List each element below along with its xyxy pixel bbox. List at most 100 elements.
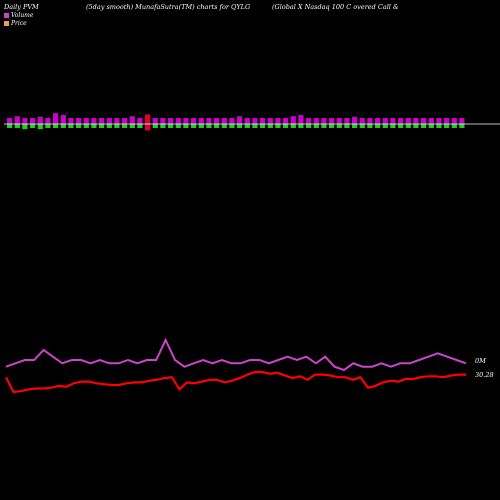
- volume-bar-down: [106, 124, 112, 128]
- volume-bar-down: [321, 124, 327, 128]
- price-line: [5, 370, 466, 394]
- volume-bar-down: [137, 124, 143, 128]
- volume-bar-up: [7, 118, 13, 124]
- volume-bar-down: [367, 124, 373, 128]
- volume-bar-up: [252, 118, 258, 124]
- volume-bar-down: [344, 124, 350, 128]
- volume-bar-up: [129, 116, 135, 124]
- volume-bar-up: [375, 118, 381, 124]
- volume-bar-down: [390, 124, 396, 128]
- volume-bar-down: [290, 124, 296, 128]
- volume-bar-down: [22, 124, 28, 130]
- volume-bar-down: [122, 124, 128, 128]
- volume-bar-up: [198, 118, 204, 124]
- volume-bar-up: [267, 118, 273, 124]
- volume-bar-up: [413, 118, 419, 124]
- volume-bar-up: [436, 118, 442, 124]
- volume-bar-down: [206, 124, 212, 128]
- volume-bar-up: [382, 118, 388, 124]
- volume-bar-down: [359, 124, 365, 128]
- volume-bar-down: [244, 124, 250, 128]
- volume-bar-up: [336, 118, 342, 124]
- volume-bar-up: [206, 118, 212, 124]
- volume-bar-down: [7, 124, 13, 128]
- volume-bar-up: [260, 118, 266, 124]
- volume-bar-down: [229, 124, 235, 128]
- volume-bar-down: [283, 124, 289, 128]
- volume-bar-down: [275, 124, 281, 128]
- legend-volume-swatch: [4, 13, 9, 18]
- volume-bar-up: [122, 118, 128, 124]
- volume-bar-up: [344, 118, 350, 124]
- volume-bar-down: [421, 124, 427, 128]
- volume-bar-up: [367, 118, 373, 124]
- volume-bars: [7, 113, 465, 131]
- volume-bar-up: [298, 115, 304, 124]
- volume-bar-down: [428, 124, 434, 128]
- volume-bar-up: [37, 116, 43, 124]
- volume-bar-down: [53, 124, 59, 128]
- volume-bar-up: [83, 118, 89, 124]
- volume-bar-up: [359, 118, 365, 124]
- volume-bar-up: [275, 118, 281, 124]
- volume-bar-up: [106, 118, 112, 124]
- legend-volume-label: Volume: [11, 12, 34, 19]
- volume-bar-up: [76, 118, 82, 124]
- volume-bar-up: [168, 118, 174, 124]
- volume-value-label: 0M: [475, 357, 486, 365]
- volume-bar-down: [267, 124, 273, 128]
- volume-bar-down: [91, 124, 97, 128]
- volume-bar-down: [68, 124, 74, 128]
- volume-bar-up: [114, 118, 120, 124]
- chart-header-title: (5day smooth) MunafaSutra(TM) charts for…: [86, 3, 251, 11]
- volume-bar-up: [428, 118, 434, 124]
- volume-bar-down: [37, 124, 43, 130]
- volume-bar-up: [221, 118, 227, 124]
- volume-bar-up: [145, 114, 151, 124]
- volume-bar-down: [76, 124, 82, 128]
- volume-bar-down: [375, 124, 381, 128]
- volume-bar-up: [390, 118, 396, 124]
- volume-bar-down: [183, 124, 189, 128]
- volume-bar-up: [60, 115, 66, 124]
- volume-bar-up: [191, 118, 197, 124]
- volume-bar-down: [45, 124, 51, 128]
- volume-bar-down: [405, 124, 411, 128]
- chart-header-left: Daily PVM: [4, 3, 39, 11]
- volume-bar-down: [14, 124, 20, 128]
- volume-bar-down: [298, 124, 304, 128]
- volume-bar-up: [53, 113, 59, 124]
- volume-bar-down: [306, 124, 312, 128]
- volume-bar-down: [145, 124, 151, 131]
- volume-bar-up: [152, 118, 158, 124]
- volume-bar-down: [260, 124, 266, 128]
- volume-bar-up: [405, 118, 411, 124]
- volume-bar-down: [152, 124, 158, 128]
- volume-bar-up: [283, 118, 289, 124]
- volume-bar-up: [99, 118, 105, 124]
- volume-bar-up: [22, 118, 28, 124]
- legend-volume: Volume: [4, 12, 33, 19]
- volume-bar-down: [175, 124, 181, 128]
- volume-bar-up: [306, 118, 312, 124]
- volume-bar-down: [252, 124, 258, 128]
- volume-bar-up: [137, 118, 143, 124]
- volume-bar-up: [290, 116, 296, 124]
- volume-bar-up: [244, 118, 250, 124]
- volume-bar-down: [436, 124, 442, 128]
- volume-bar-down: [329, 124, 335, 128]
- volume-bar-down: [129, 124, 135, 128]
- volume-bar-down: [160, 124, 166, 128]
- volume-bar-down: [191, 124, 197, 128]
- volume-bar-up: [45, 118, 51, 124]
- price-value-label: 30.28: [475, 371, 494, 379]
- volume-bar-down: [382, 124, 388, 128]
- volume-bar-up: [398, 118, 404, 124]
- volume-bar-down: [168, 124, 174, 128]
- legend-price-swatch: [4, 21, 9, 26]
- volume-bar-up: [237, 116, 243, 124]
- volume-bar-up: [30, 118, 36, 124]
- volume-bar-down: [114, 124, 120, 128]
- volume-bar-up: [14, 116, 20, 124]
